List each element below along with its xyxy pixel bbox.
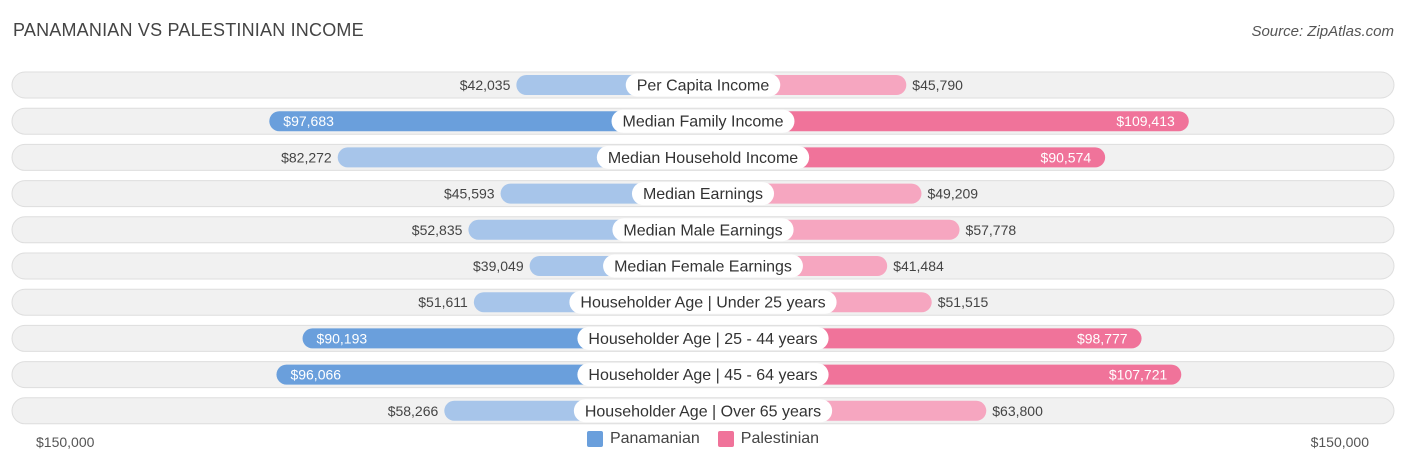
value-label-palestinian: $90,574 — [1041, 149, 1092, 165]
category-label: Median Female Earnings — [614, 259, 792, 276]
category-pill — [577, 363, 829, 387]
value-label-panamanian: $51,611 — [418, 294, 468, 310]
category-label: Householder Age | Over 65 years — [585, 403, 821, 420]
axis-label-right: $150,000 — [1310, 434, 1369, 450]
bar-row: $58,266 $63,800 Householder Age | Over 65 … — [11, 397, 1395, 425]
value-label-palestinian: $45,790 — [912, 77, 963, 93]
category-label: Median Earnings — [643, 186, 763, 203]
value-label-palestinian: $109,413 — [1116, 113, 1175, 129]
category-pill — [612, 218, 794, 242]
chart-canvas: $42,035 $45,790 Per Capita Income $97,683 $1… — [11, 71, 1395, 425]
source-label: Source: ZipAtlas.com — [1251, 23, 1394, 40]
category-label: Householder Age | 25 - 44 years — [588, 331, 817, 348]
category-pill — [577, 326, 829, 350]
category-pill — [631, 182, 775, 206]
value-label-panamanian: $42,035 — [460, 77, 511, 93]
bar-row: $82,272 $90,574 Median Household Income — [11, 143, 1395, 171]
value-label-panamanian: $96,066 — [290, 367, 341, 383]
value-label-palestinian: $57,778 — [966, 222, 1017, 238]
value-label-panamanian: $45,593 — [444, 186, 495, 202]
legend-swatch-panamanian — [586, 431, 603, 447]
category-label: Per Capita Income — [637, 78, 770, 95]
category-pill — [625, 73, 781, 97]
bar-row: $39,049 $41,484 Median Female Earnings — [11, 252, 1395, 280]
category-label: Median Family Income — [623, 114, 784, 131]
category-pill — [569, 290, 837, 314]
category-label: Median Household Income — [608, 150, 798, 167]
value-label-palestinian: $63,800 — [992, 403, 1043, 419]
bar-palestinian — [703, 111, 1189, 132]
value-label-palestinian: $98,777 — [1077, 330, 1128, 346]
legend-item-panamanian[interactable]: Panamanian — [586, 430, 700, 448]
bar-row: $90,193 $98,777 Householder Age | 25 - 44 … — [11, 324, 1395, 352]
value-label-panamanian: $82,272 — [281, 149, 332, 165]
category-label: Householder Age | 45 - 64 years — [588, 367, 817, 384]
value-label-panamanian: $39,049 — [473, 258, 524, 274]
category-pill — [596, 145, 810, 169]
bar-row: $97,683 $109,413 Median Family Income — [11, 107, 1395, 135]
value-label-palestinian: $107,721 — [1109, 367, 1168, 383]
legend-label-palestinian: Palestinian — [740, 430, 820, 447]
category-pill — [603, 254, 803, 278]
legend-item-palestinian[interactable]: Palestinian — [717, 430, 820, 448]
bar-row: $96,066 $107,721 Householder Age | 45 - 64… — [11, 361, 1395, 389]
category-label: Householder Age | Under 25 years — [580, 295, 825, 312]
value-label-panamanian: $90,193 — [317, 330, 368, 346]
bar-row: $45,593 $49,209 Median Earnings — [11, 180, 1395, 208]
value-label-palestinian: $41,484 — [893, 258, 944, 274]
category-pill — [611, 109, 795, 133]
category-label: Median Male Earnings — [623, 222, 782, 239]
value-label-panamanian: $58,266 — [388, 403, 439, 419]
value-label-palestinian: $49,209 — [927, 186, 978, 202]
bar-panamanian — [269, 111, 703, 132]
axis-label-left: $150,000 — [36, 434, 95, 450]
value-label-panamanian: $52,835 — [412, 222, 463, 238]
legend-label-panamanian: Panamanian — [609, 430, 700, 447]
bar-row: $51,611 $51,515 Householder Age | Under 25… — [11, 288, 1395, 316]
legend-swatch-palestinian — [717, 431, 734, 447]
value-label-palestinian: $51,515 — [938, 294, 989, 310]
legend: Panamanian Palestinian — [0, 430, 1406, 448]
chart-title: PANAMANIAN VS PALESTINIAN INCOME — [13, 20, 364, 40]
category-pill — [573, 399, 833, 423]
bar-row: $52,835 $57,778 Median Male Earnings — [11, 216, 1395, 244]
bar-row: $42,035 $45,790 Per Capita Income — [11, 71, 1395, 99]
value-label-panamanian: $97,683 — [283, 113, 334, 129]
